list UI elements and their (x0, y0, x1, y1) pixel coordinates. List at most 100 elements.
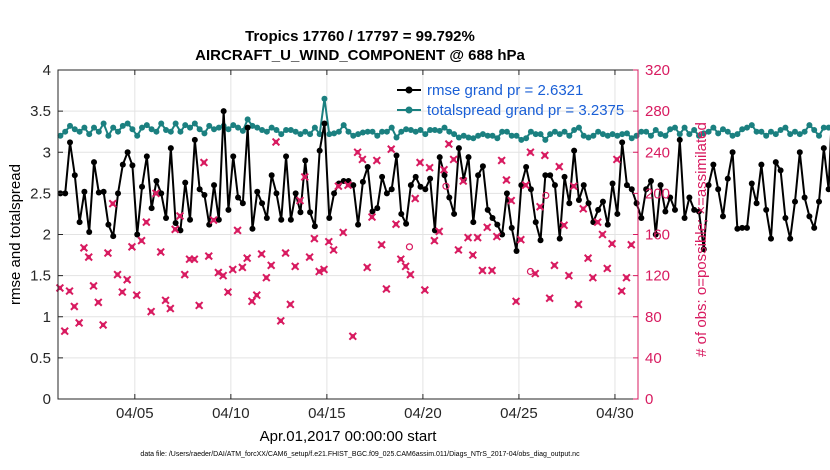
assimilated-marker-stroke (291, 262, 300, 271)
rmse-point (619, 139, 626, 146)
y-left-tick-label: 1 (43, 309, 51, 326)
assimilated-marker-stroke (118, 287, 127, 297)
assimilated-marker-stroke (535, 202, 545, 211)
rmse-point (196, 186, 203, 193)
rmse-point (763, 206, 770, 213)
assimilated-marker-stroke (420, 285, 429, 295)
y-left-tick-label: 2.5 (30, 185, 51, 202)
rmse-point (777, 167, 784, 174)
assimilated-marker-stroke (295, 196, 305, 205)
rmse-point (287, 216, 294, 223)
rmse-point (350, 182, 357, 189)
rmse-point (388, 186, 395, 193)
spread-point (417, 127, 424, 134)
assimilated-marker (300, 172, 309, 182)
assimilated-marker (550, 261, 559, 270)
spread-point (777, 127, 784, 134)
rmse-point (772, 159, 779, 166)
rmse-point (105, 221, 112, 228)
rmse-point (379, 173, 386, 180)
assimilated-marker (89, 281, 98, 291)
spread-point (71, 126, 78, 133)
spread-point (191, 120, 198, 127)
rmse-point (494, 221, 501, 228)
rmse-point (187, 216, 194, 223)
assimilated-marker (516, 235, 525, 244)
spread-point (364, 128, 371, 135)
assimilated-marker-stroke (343, 181, 353, 190)
rmse-point (667, 194, 674, 201)
assimilated-marker (545, 294, 554, 303)
rmse-point (403, 220, 410, 227)
spread-point (455, 134, 462, 141)
rmse-point (599, 198, 606, 205)
spread-point (369, 128, 376, 135)
rmse-point (806, 213, 813, 220)
rmse-point (417, 183, 424, 190)
assimilated-marker (627, 240, 636, 249)
assimilated-marker-stroke (89, 281, 98, 291)
spread-point (758, 128, 765, 135)
spread-point (110, 124, 117, 131)
assimilated-marker-stroke (487, 266, 497, 275)
spread-point (446, 128, 453, 135)
spread-point (182, 122, 189, 129)
assimilated-marker-stroke (319, 265, 329, 274)
data-file-note: data file: /Users/raeder/DAI/ATM_forcXX/… (140, 451, 580, 458)
assimilated-marker (454, 245, 463, 255)
rmse-point (479, 163, 486, 170)
spread-point (662, 132, 669, 139)
spread-point (331, 130, 338, 137)
assimilated-marker-stroke (113, 270, 122, 279)
rmse-point (782, 215, 789, 222)
spread-point (235, 124, 242, 131)
y-right-tick-label: 320 (645, 62, 670, 79)
rmse-point (796, 149, 803, 156)
spread-point (542, 136, 549, 143)
assimilated-marker (151, 189, 161, 198)
assimilated-marker-stroke (478, 266, 487, 275)
rmse-point (801, 194, 808, 201)
spread-point (801, 128, 808, 135)
rmse-point (412, 173, 419, 180)
rmse-point (470, 219, 477, 226)
spread-point (76, 128, 83, 135)
spread-point (537, 131, 544, 138)
assimilated-marker (281, 248, 290, 258)
assimilated-marker-stroke (516, 235, 525, 244)
rmse-point (657, 182, 664, 189)
rmse-point (321, 120, 328, 127)
rmse-point (153, 178, 160, 185)
assimilated-marker (531, 269, 540, 278)
spread-point (287, 127, 294, 134)
assimilated-marker-stroke (603, 264, 612, 273)
assimilated-marker (473, 233, 482, 242)
rmse-point (292, 190, 299, 197)
assimilated-marker-stroke (468, 250, 477, 260)
assimilated-marker-stroke (425, 163, 434, 172)
assimilated-marker-stroke (252, 291, 261, 300)
spread-point (427, 127, 434, 134)
spread-point (676, 131, 683, 138)
assimilated-marker (60, 327, 69, 336)
spread-point (595, 128, 602, 135)
assimilated-marker-stroke (199, 158, 209, 167)
rmse-point (249, 225, 256, 232)
rmse-point (767, 235, 774, 242)
assimilated-marker-stroke (310, 234, 319, 243)
assimilated-marker (367, 212, 377, 222)
rmse-point (326, 215, 333, 222)
rmse-point (134, 231, 141, 238)
spread-point (167, 128, 174, 135)
assimilated-marker (209, 215, 218, 225)
spread-point (431, 127, 438, 134)
rmse-point (158, 190, 165, 197)
assimilated-marker (574, 300, 583, 309)
rmse-point (523, 164, 530, 171)
spread-point (239, 127, 246, 134)
assimilated-marker (487, 266, 497, 275)
rmse-point (91, 159, 98, 166)
rmse-point (734, 225, 741, 232)
assimilated-marker (257, 249, 266, 259)
assimilated-marker-stroke (377, 240, 386, 249)
